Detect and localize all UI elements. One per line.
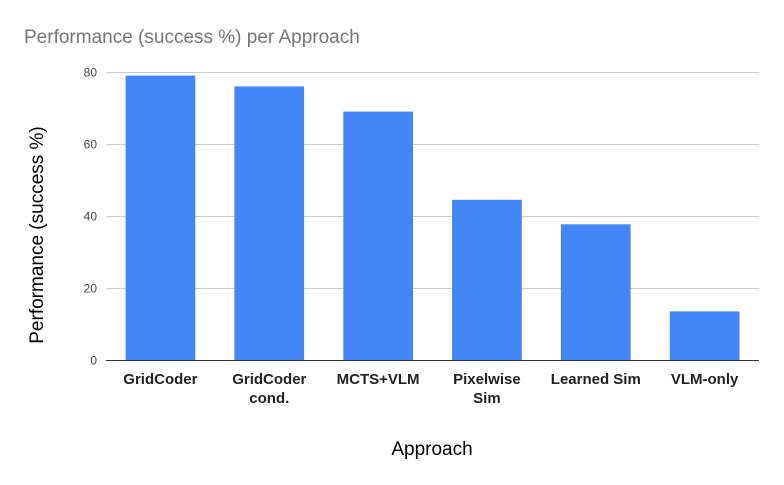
y-axis-ticks: 0 20 40 60 80 <box>84 66 98 368</box>
bar <box>560 224 631 360</box>
x-tick-label: Pixelwise Sim <box>453 371 521 407</box>
x-tick-label-line: GridCoder <box>123 371 197 388</box>
y-axis-title: Performance (success %) <box>27 126 48 344</box>
x-tick-label-line: MCTS+VLM <box>337 371 420 388</box>
y-tick-label: 0 <box>90 354 97 368</box>
x-tick-label-line: GridCoder <box>232 371 306 388</box>
x-tick-label-line: Pixelwise <box>453 371 521 388</box>
y-tick-label: 60 <box>84 138 98 152</box>
x-tick-label-line: Sim <box>473 390 501 407</box>
y-tick-label: 20 <box>84 282 98 296</box>
x-tick-label: VLM-only <box>671 371 739 388</box>
x-axis-title: Approach <box>391 439 472 460</box>
x-tick-label-line: cond. <box>249 390 289 407</box>
bar <box>234 86 305 361</box>
x-tick-label: Learned Sim <box>551 371 641 388</box>
bar <box>343 111 413 360</box>
bar <box>669 311 740 360</box>
bar <box>452 199 522 360</box>
bars <box>125 75 740 361</box>
chart-title: Performance (success %) per Approach <box>24 27 360 48</box>
x-tick-label: GridCoder cond. <box>232 371 306 407</box>
y-tick-label: 40 <box>84 210 98 224</box>
gridlines <box>106 72 759 289</box>
x-tick-label: MCTS+VLM <box>337 371 420 388</box>
x-tick-label-line: Learned Sim <box>551 371 641 388</box>
y-tick-label: 80 <box>84 66 98 80</box>
x-tick-label-line: VLM-only <box>671 371 739 388</box>
x-axis-ticks: GridCoder GridCoder cond. MCTS+VLM Pixelwise… <box>123 371 739 407</box>
bar <box>125 75 196 360</box>
x-tick-label: GridCoder <box>123 371 197 388</box>
